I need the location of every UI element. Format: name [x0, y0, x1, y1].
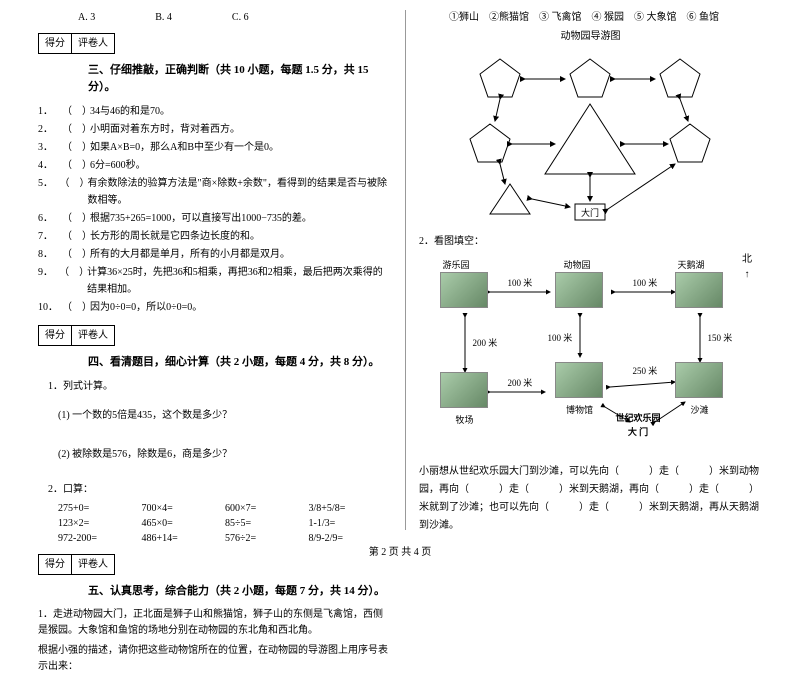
zoo-diagram: 大门: [419, 49, 762, 229]
score-label: 得分: [39, 34, 72, 53]
score-box-4: 得分 评卷人: [38, 325, 115, 346]
q3-5: 有余数除法的验算方法是"商×除数+余数"，看得到的结果是否与被除数相等。: [88, 175, 392, 209]
dist-3: 100 米: [545, 332, 574, 346]
node-museum: 博物馆: [555, 362, 603, 417]
q3-8: 所有的大月都是单月，所有的小月都是双月。: [90, 246, 290, 263]
mc-options: A. 3 B. 4 C. 6: [78, 10, 392, 25]
zoo-legend: ①狮山 ②熊猫馆 ③ 飞禽馆 ④ 猴园 ⑤ 大象馆 ⑥ 鱼馆: [449, 10, 762, 25]
q3-1: 34与46的和是70。: [90, 103, 170, 120]
dist-4: 200 米: [470, 337, 499, 351]
q4-1b: (2) 被除数是576，除数是6，商是多少？: [58, 447, 392, 462]
score-box-3: 得分 评卷人: [38, 33, 115, 54]
map-section: 北↑ 游乐园 动物园 天鹅湖 牧场 博物馆 沙滩 世纪欢乐园大 门 100 米 …: [419, 257, 762, 457]
dist-6: 200 米: [505, 377, 534, 391]
node-swanlake: 天鹅湖: [675, 272, 723, 313]
node-ranch: 牧场: [440, 372, 488, 427]
opt-c: C. 6: [232, 10, 249, 25]
dist-2: 100 米: [630, 277, 659, 291]
section5-title: 五、认真思考，综合能力（共 2 小题，每题 7 分，共 14 分）。: [88, 583, 392, 600]
diagram-title: 动物园导游图: [419, 29, 762, 44]
dist-7: 250 米: [630, 365, 659, 379]
node-gate: 世纪欢乐园大 门: [615, 412, 660, 439]
node-zoo: 动物园: [555, 272, 603, 313]
left-column: A. 3 B. 4 C. 6 得分 评卷人 三、仔细推敲，正确判断（共 10 小…: [30, 10, 400, 530]
section3-list: 1．（ ）34与46的和是70。 2．（ ）小明面对着东方时，背对着西方。 3．…: [38, 103, 392, 316]
rater-label: 评卷人: [72, 34, 114, 53]
q3-7: 长方形的周长就是它四条边长度的和。: [90, 228, 260, 245]
fill-blank-text: 小丽想从世纪欢乐园大门到沙滩，可以先向（ ）走（ ）米到动物园，再向（ ）走（ …: [419, 463, 762, 535]
section4-title: 四、看清题目，细心计算（共 2 小题，每题 4 分，共 8 分）。: [88, 354, 392, 371]
q5-1b: 根据小强的描述，请你把这些动物馆所在的位置，在动物园的导游图上用序号表示出来：: [38, 643, 392, 675]
q4-1: 1．列式计算。: [48, 379, 392, 394]
dist-5: 150 米: [705, 332, 734, 346]
q3-9: 计算36×25时，先把36和5相乘，再把36和2相乘，最后把两次乘得的结果相加。: [87, 264, 392, 298]
column-divider: [405, 10, 406, 530]
section3-title: 三、仔细推敲，正确判断（共 10 小题，每题 1.5 分，共 15 分）。: [88, 62, 392, 95]
q5-2-label: 2．看图填空：: [419, 234, 762, 249]
q4-2: 2．口算：: [48, 482, 392, 497]
page-footer: 第 2 页 共 4 页: [0, 545, 800, 560]
q3-3: 如果A×B=0，那么A和B中至少有一个是0。: [90, 139, 279, 156]
oral-calc-grid: 275+0=123×2=972-200= 700×4=465×0=486+14=…: [58, 501, 392, 546]
q4-1a: (1) 一个数的5倍是435，这个数是多少？: [58, 408, 392, 423]
q3-10: 因为0÷0=0，所以0÷0=0。: [90, 299, 202, 316]
node-beach: 沙滩: [675, 362, 723, 417]
q3-4: 6分=600秒。: [90, 157, 146, 174]
q5-1: 1．走进动物园大门，正北面是狮子山和熊猫馆，狮子山的东侧是飞禽馆，西侧是猴园。大…: [38, 607, 392, 639]
opt-b: B. 4: [155, 10, 172, 25]
right-column: ①狮山 ②熊猫馆 ③ 飞禽馆 ④ 猴园 ⑤ 大象馆 ⑥ 鱼馆 动物园导游图 大门…: [411, 10, 770, 530]
q3-6: 根据735+265=1000，可以直接写出1000−735的差。: [90, 210, 312, 227]
opt-a: A. 3: [78, 10, 95, 25]
map-canvas: 游乐园 动物园 天鹅湖 牧场 博物馆 沙滩 世纪欢乐园大 门 100 米 100…: [420, 257, 760, 457]
node-amusement: 游乐园: [440, 272, 488, 313]
svg-text:大门: 大门: [581, 207, 599, 218]
q3-2: 小明面对着东方时，背对着西方。: [90, 121, 240, 138]
dist-1: 100 米: [505, 277, 534, 291]
